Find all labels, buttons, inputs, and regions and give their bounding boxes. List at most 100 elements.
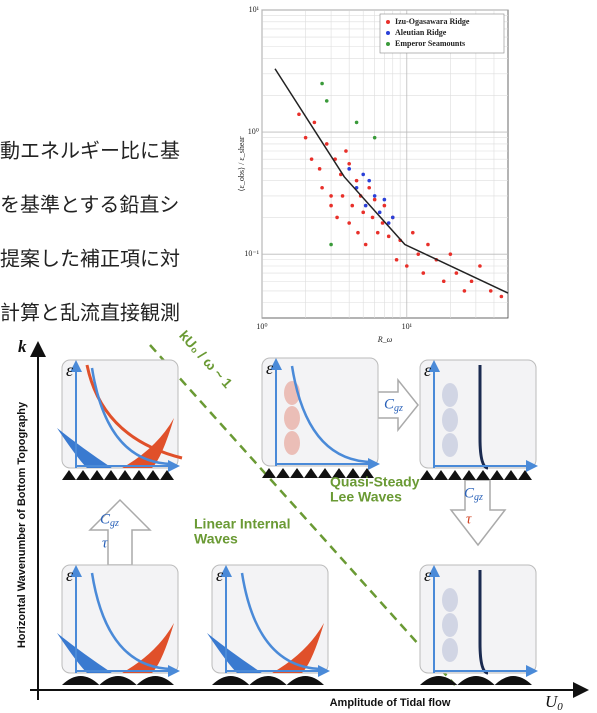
topography (420, 676, 532, 685)
y-tick-label: 10⁰ (248, 127, 259, 136)
panel-symbol: ε (66, 360, 74, 380)
x-tick-label: 10¹ (402, 322, 413, 331)
point (335, 216, 339, 220)
legend-marker (386, 42, 390, 46)
blob (442, 383, 458, 407)
point (478, 264, 482, 268)
point (367, 179, 371, 183)
point (347, 221, 351, 225)
point (463, 289, 467, 293)
panel: ε (57, 360, 182, 480)
point (329, 194, 333, 198)
point (470, 279, 474, 283)
blob (442, 408, 458, 432)
point (361, 211, 365, 215)
flux-subscript: gz (110, 518, 119, 529)
plot-area (262, 10, 508, 318)
point (442, 279, 446, 283)
point (350, 204, 354, 208)
blob (442, 588, 458, 612)
panel-symbol: ε (66, 565, 74, 585)
panel-box (262, 358, 378, 466)
point (361, 173, 365, 177)
point (347, 167, 351, 171)
point (320, 82, 324, 86)
point (376, 231, 380, 235)
point (325, 142, 329, 146)
point (455, 271, 459, 275)
point (449, 252, 453, 256)
text-line: を基準とする鉛直シ (0, 193, 179, 217)
point (383, 204, 387, 208)
y-tick-label: 10⁻¹ (244, 249, 259, 258)
point (313, 121, 317, 125)
point (304, 136, 308, 140)
topography (62, 676, 174, 685)
panel-symbol: ε (266, 358, 274, 378)
point (387, 235, 391, 239)
topography (62, 470, 174, 480)
panel-box (420, 360, 536, 468)
hollow-arrow-up (90, 500, 150, 565)
flux-subscript: gz (474, 492, 483, 503)
point (355, 121, 359, 125)
point (405, 264, 409, 268)
point (329, 204, 333, 208)
legend-label: Izu-Ogasawara Ridge (395, 17, 470, 26)
regime-label: Quasi-Steady (330, 474, 420, 490)
x-tick-label: 10⁰ (256, 322, 267, 331)
point (367, 186, 371, 190)
point (297, 112, 301, 116)
point (373, 136, 377, 140)
regime-label: Lee Waves (330, 489, 402, 505)
figure: 動エネルギー比に基を基準とする鉛直シ提案した補正項に対計算と乱流直接観測 10⁰… (0, 0, 597, 713)
stress-label: τ (102, 535, 108, 551)
point (500, 295, 504, 299)
dispersion-label: kU₀ / ω ~ 1 (176, 327, 236, 391)
point (347, 162, 351, 166)
panel-symbol: ε (216, 565, 224, 585)
panel: ε (420, 565, 536, 685)
point (421, 271, 425, 275)
topography (212, 676, 324, 685)
blob (284, 431, 300, 455)
point (391, 216, 395, 220)
x-axis-symbol: U0 (545, 692, 563, 713)
point (325, 99, 329, 103)
point (329, 243, 333, 247)
point (364, 204, 368, 208)
y-tick-label: 10¹ (249, 5, 260, 14)
point (383, 198, 387, 202)
x-axis-label: R_ω (377, 335, 393, 344)
point (310, 157, 314, 161)
stress-label: τ (466, 511, 472, 527)
point (378, 211, 382, 215)
point (344, 149, 348, 153)
panel: ε (207, 565, 328, 685)
blob (442, 638, 458, 662)
x-axis-label: Amplitude of Tidal flow (330, 697, 451, 709)
point (355, 179, 359, 183)
text-line: 提案した補正項に対 (0, 247, 180, 271)
point (371, 216, 375, 220)
flux-subscript: gz (394, 403, 403, 414)
point (426, 243, 430, 247)
text-line: 動エネルギー比に基 (0, 139, 180, 163)
x-axis-symbol-subscript: 0 (557, 701, 563, 713)
point (356, 231, 360, 235)
legend-label: Emperor Seamounts (395, 39, 465, 48)
point (320, 186, 324, 190)
legend-marker (386, 31, 390, 35)
y-axis-symbol: k (18, 337, 27, 356)
legend-marker (386, 20, 390, 24)
blob (442, 613, 458, 637)
point (373, 198, 377, 202)
point (416, 252, 420, 256)
panel: ε (57, 565, 178, 685)
point (318, 167, 322, 171)
regime-label: Linear Internal (194, 516, 290, 532)
panel-symbol: ε (424, 565, 432, 585)
